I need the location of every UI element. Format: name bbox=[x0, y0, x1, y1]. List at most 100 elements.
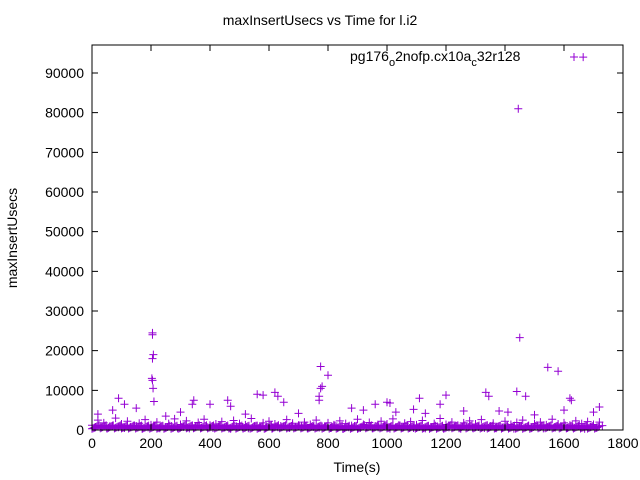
data-point bbox=[495, 406, 504, 415]
data-point bbox=[442, 391, 450, 400]
x-tick-label: 1200 bbox=[430, 435, 461, 451]
data-point bbox=[253, 390, 262, 399]
y-tick-label: 0 bbox=[76, 422, 84, 438]
plot-frame bbox=[91, 44, 624, 431]
x-tick-label: 1800 bbox=[607, 435, 638, 451]
data-point bbox=[515, 333, 524, 342]
data-point bbox=[418, 416, 427, 425]
y-tick-label: 10000 bbox=[45, 382, 84, 398]
data-point bbox=[188, 400, 197, 409]
data-point bbox=[315, 396, 324, 405]
data-point bbox=[565, 394, 574, 403]
legend-label-subscript: c bbox=[471, 57, 477, 69]
data-point bbox=[521, 392, 530, 401]
data-point bbox=[294, 409, 303, 418]
x-tick-label: 600 bbox=[257, 435, 281, 451]
data-point bbox=[385, 399, 394, 408]
legend-label-subscript: o bbox=[389, 57, 395, 69]
y-tick-label: 90000 bbox=[45, 65, 84, 81]
data-point bbox=[148, 330, 157, 339]
data-points bbox=[88, 53, 607, 433]
data-point bbox=[560, 406, 568, 415]
data-point bbox=[259, 391, 268, 400]
y-tick-label: 20000 bbox=[45, 343, 84, 359]
legend: pg176o2nofp.cx10ac32r128 bbox=[350, 48, 578, 69]
x-tick-label: 400 bbox=[198, 435, 222, 451]
data-point bbox=[223, 396, 232, 405]
y-tick-label: 60000 bbox=[45, 184, 84, 200]
data-point bbox=[149, 397, 158, 406]
data-point bbox=[484, 392, 493, 401]
y-axis: 0 10000 20000 30000 40000 50000 60000 70000 8000… bbox=[45, 65, 623, 438]
data-point bbox=[409, 405, 418, 414]
x-tick-label: 800 bbox=[316, 435, 340, 451]
data-point bbox=[514, 104, 523, 113]
legend-label-part: 2nofp.cx10a bbox=[395, 48, 471, 64]
data-point bbox=[182, 416, 191, 425]
legend-label-part: pg176 bbox=[350, 48, 389, 64]
data-point bbox=[120, 400, 129, 409]
data-point bbox=[114, 394, 123, 403]
data-point bbox=[93, 410, 102, 419]
data-point bbox=[391, 408, 400, 417]
data-point bbox=[579, 53, 588, 62]
data-point bbox=[111, 414, 120, 423]
x-tick-label: 0 bbox=[88, 435, 96, 451]
data-point bbox=[161, 412, 170, 421]
legend-marker bbox=[570, 53, 578, 61]
data-point bbox=[200, 415, 209, 424]
data-point bbox=[147, 374, 156, 383]
data-point bbox=[459, 406, 468, 415]
data-point bbox=[512, 387, 521, 396]
data-point bbox=[436, 400, 445, 409]
data-point bbox=[241, 410, 250, 419]
x-tick-label: 200 bbox=[139, 435, 163, 451]
data-point bbox=[554, 367, 563, 376]
data-point bbox=[247, 414, 256, 423]
x-axis: 0 200 400 600 800 1000 1200 1400 1600 1800 bbox=[88, 45, 639, 451]
data-point bbox=[176, 408, 185, 417]
x-tick-label: 1400 bbox=[489, 435, 520, 451]
data-point bbox=[347, 404, 356, 413]
data-point bbox=[149, 384, 158, 393]
data-point bbox=[132, 404, 141, 413]
data-point bbox=[279, 398, 288, 407]
y-tick-label: 40000 bbox=[45, 263, 84, 279]
data-point bbox=[583, 417, 592, 426]
data-point bbox=[436, 414, 445, 423]
data-point bbox=[141, 415, 150, 424]
legend-label: pg176o2nofp.cx10ac32r128 bbox=[350, 48, 521, 69]
data-point bbox=[170, 414, 179, 423]
data-point bbox=[273, 392, 282, 401]
data-point bbox=[148, 354, 157, 363]
data-point bbox=[316, 362, 325, 371]
x-tick-label: 1600 bbox=[548, 435, 579, 451]
x-tick-label: 1000 bbox=[371, 435, 402, 451]
data-point bbox=[477, 415, 486, 424]
data-point bbox=[206, 400, 214, 409]
data-point bbox=[108, 406, 117, 415]
y-tick-label: 70000 bbox=[45, 144, 84, 160]
data-point bbox=[543, 363, 552, 372]
data-point bbox=[421, 409, 430, 418]
data-point bbox=[226, 402, 235, 411]
data-point bbox=[353, 415, 362, 424]
x-axis-label: Time(s) bbox=[334, 459, 381, 475]
data-point bbox=[217, 417, 226, 426]
data-point bbox=[415, 394, 424, 403]
y-axis-label: maxInsertUsecs bbox=[4, 188, 20, 288]
data-point bbox=[595, 422, 604, 431]
y-tick-label: 30000 bbox=[45, 303, 84, 319]
data-point bbox=[359, 406, 368, 415]
data-point bbox=[503, 408, 512, 417]
data-point bbox=[371, 400, 380, 409]
data-point bbox=[595, 402, 604, 411]
y-tick-label: 50000 bbox=[45, 224, 84, 240]
data-point bbox=[318, 382, 327, 391]
data-point bbox=[282, 415, 291, 424]
data-point bbox=[530, 410, 539, 419]
data-point bbox=[149, 350, 158, 359]
data-point bbox=[148, 376, 157, 385]
data-point bbox=[189, 396, 198, 405]
